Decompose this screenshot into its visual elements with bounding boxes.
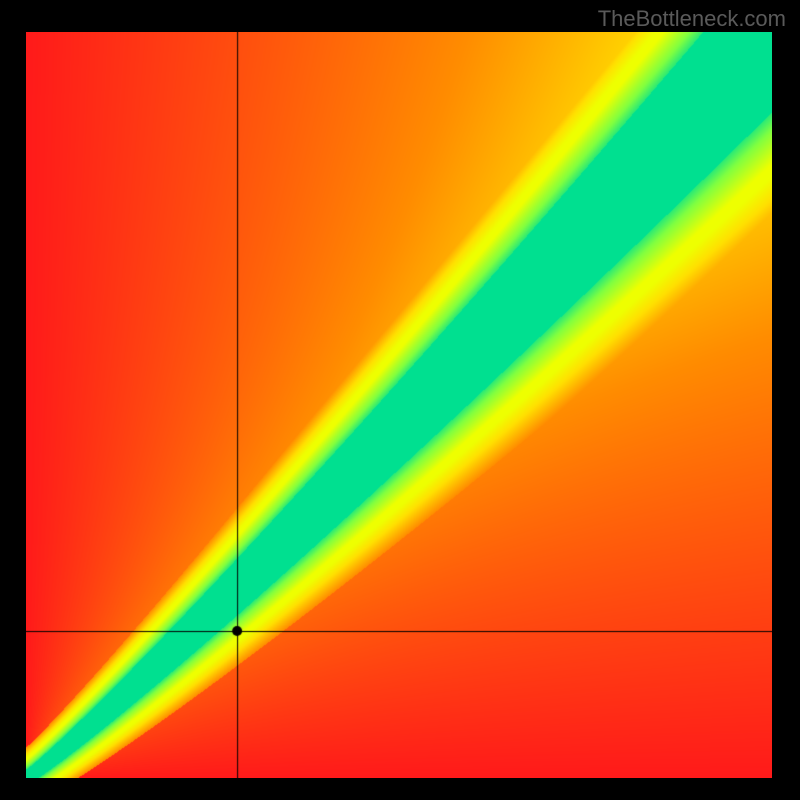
heatmap-plot xyxy=(26,32,772,778)
heatmap-canvas xyxy=(26,32,772,778)
chart-container: TheBottleneck.com xyxy=(0,0,800,800)
watermark-text: TheBottleneck.com xyxy=(598,6,786,32)
